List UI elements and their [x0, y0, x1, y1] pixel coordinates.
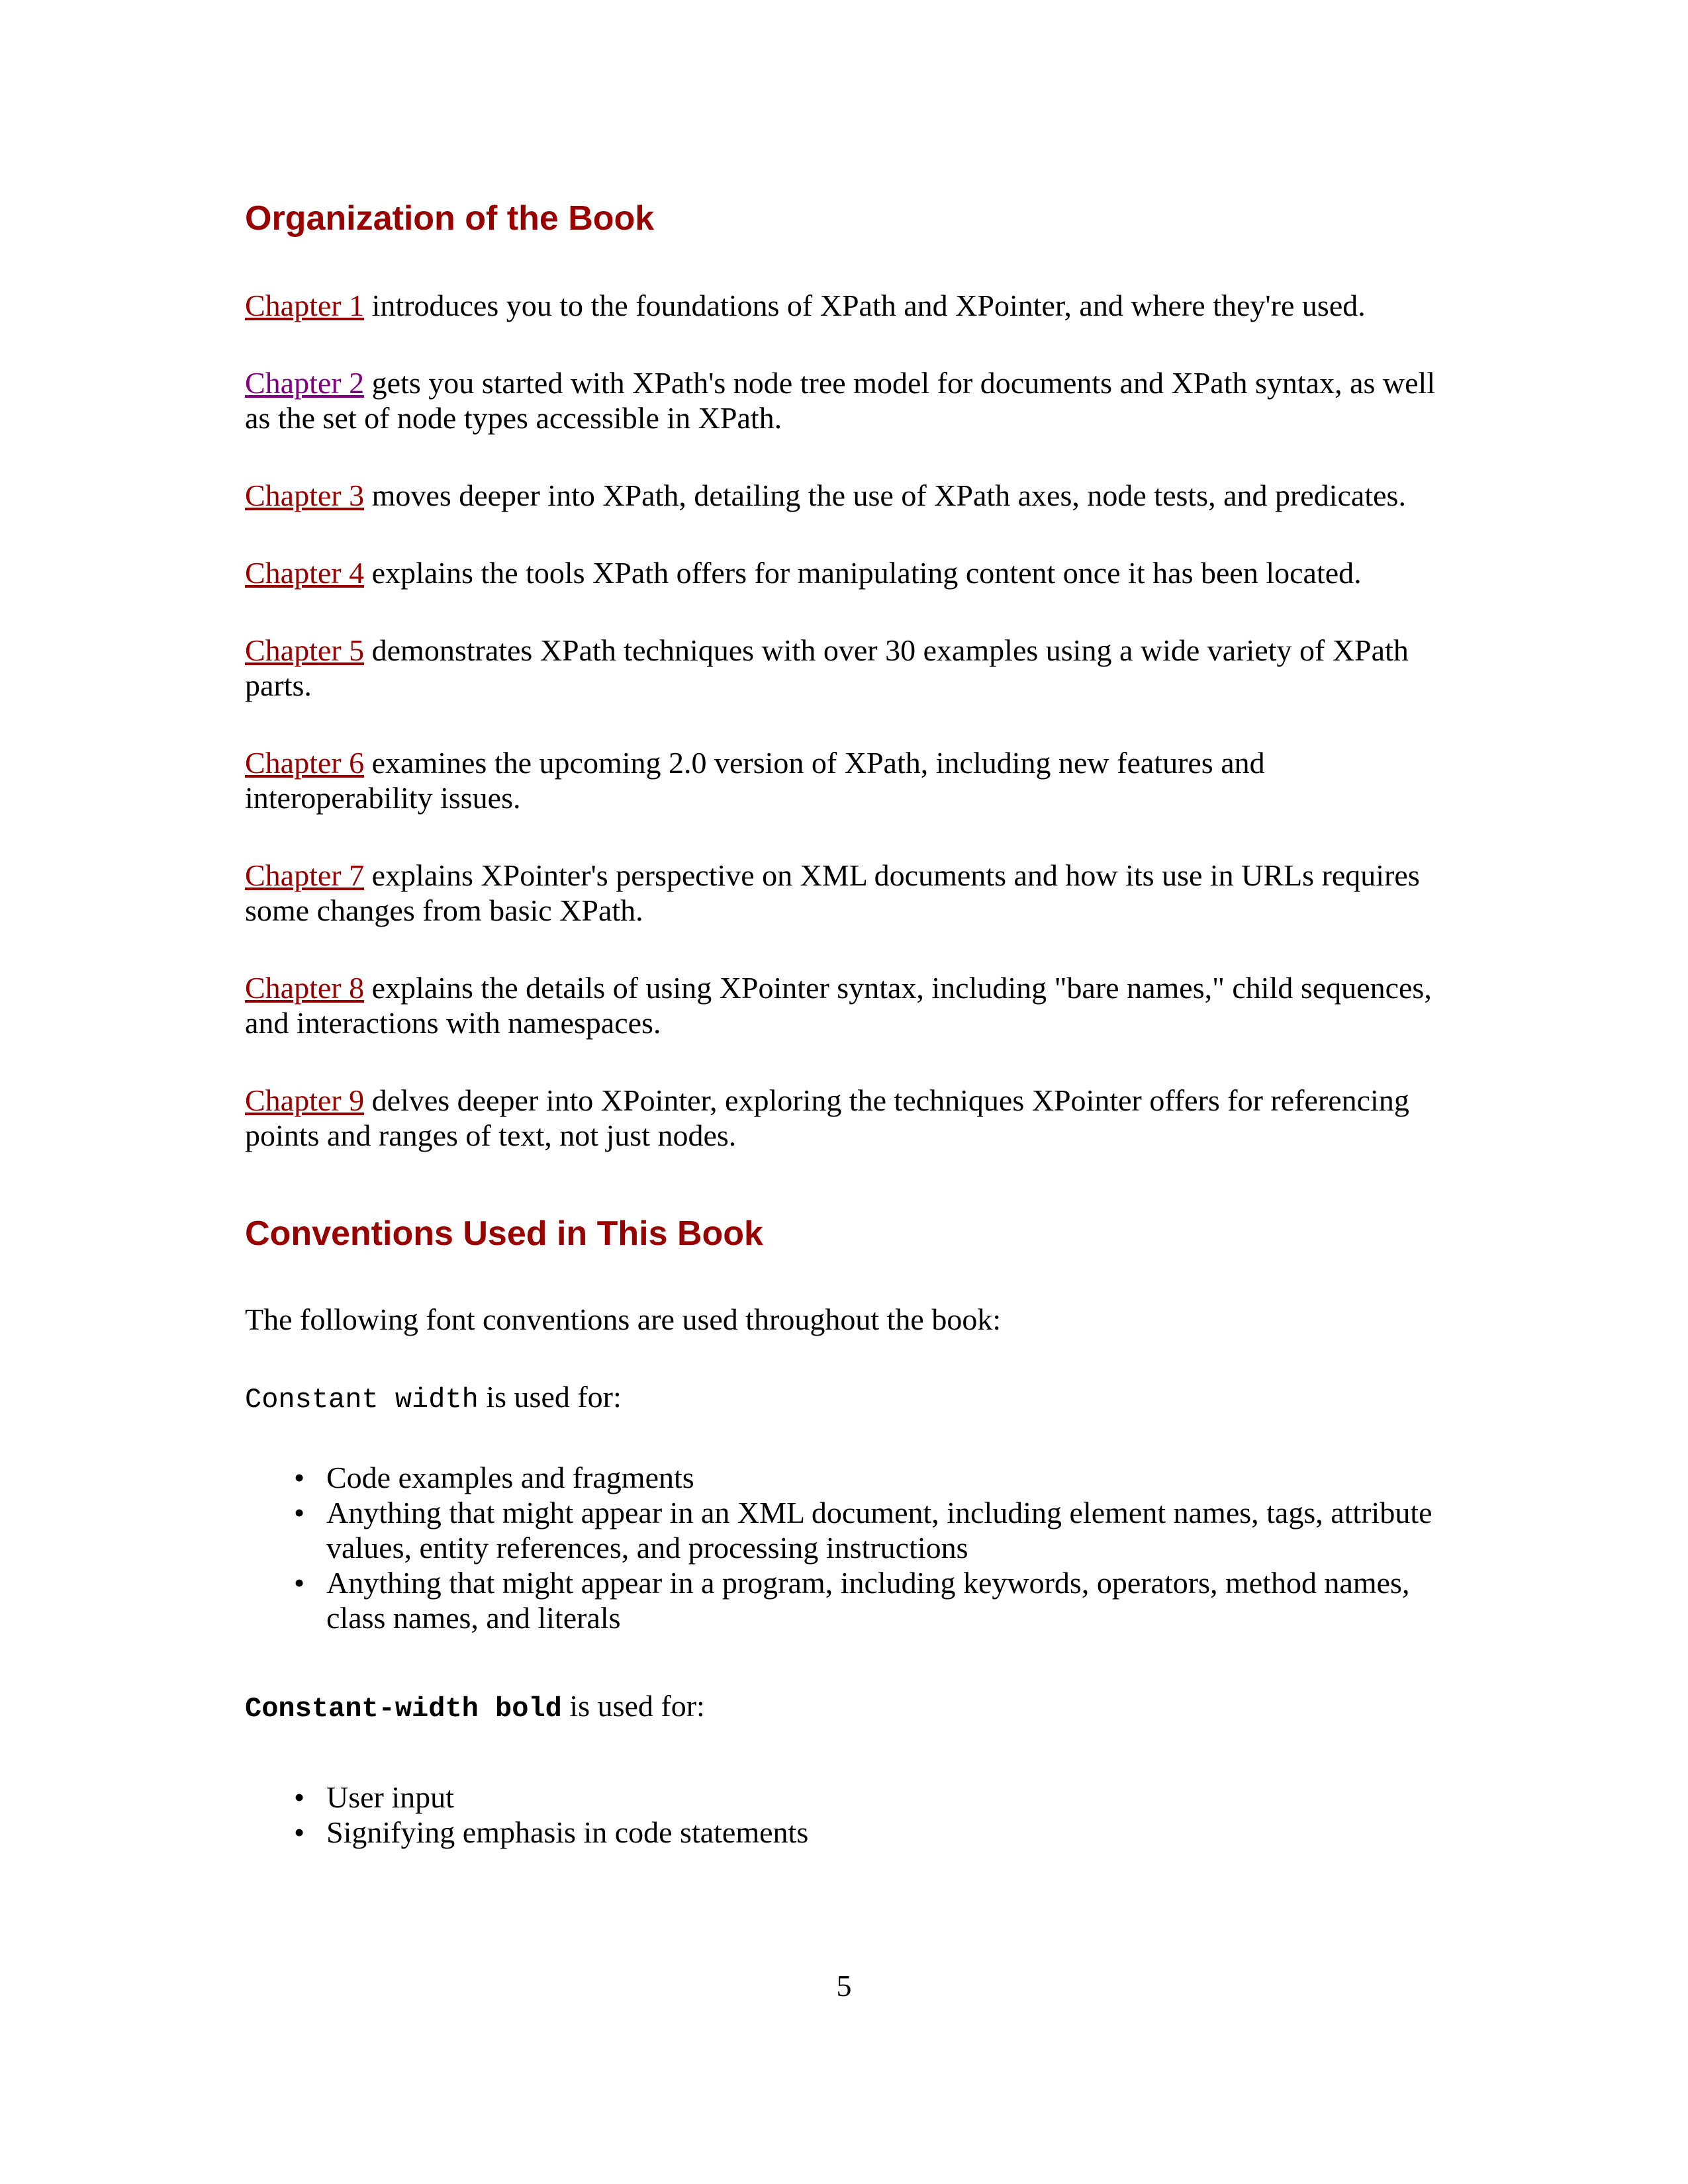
constant-width-paragraph: Constant width is used for: — [245, 1379, 1443, 1418]
chapter-9-description: delves deeper into XPointer, exploring t… — [245, 1083, 1409, 1152]
chapter-5-description: demonstrates XPath techniques with over … — [245, 633, 1409, 702]
constant-width-bold-list: User input Signifying emphasis in code s… — [245, 1780, 1443, 1850]
constant-width-suffix: is used for: — [478, 1380, 622, 1414]
chapter-2-paragraph: Chapter 2 gets you started with XPath's … — [245, 365, 1443, 435]
chapter-2-link[interactable]: Chapter 2 — [245, 366, 365, 400]
conventions-heading: Conventions Used in This Book — [245, 1214, 763, 1253]
constant-width-bold-paragraph: Constant-width bold is used for: — [245, 1688, 1443, 1727]
chapter-2-description: gets you started with XPath's node tree … — [245, 366, 1436, 435]
chapter-5-link[interactable]: Chapter 5 — [245, 633, 365, 667]
chapter-4-description: explains the tools XPath offers for mani… — [364, 556, 1362, 590]
list-item: Anything that might appear in an XML doc… — [294, 1495, 1443, 1565]
chapter-6-link[interactable]: Chapter 6 — [245, 746, 365, 780]
constant-width-bold-suffix: is used for: — [561, 1689, 705, 1723]
list-item: Signifying emphasis in code statements — [294, 1815, 1443, 1850]
page-number: 5 — [836, 1969, 852, 2003]
constant-width-list: Code examples and fragments Anything tha… — [245, 1460, 1443, 1635]
chapter-8-paragraph: Chapter 8 explains the details of using … — [245, 970, 1443, 1040]
chapter-9-paragraph: Chapter 9 delves deeper into XPointer, e… — [245, 1083, 1443, 1153]
conventions-intro: The following font conventions are used … — [245, 1302, 1002, 1336]
chapter-7-link[interactable]: Chapter 7 — [245, 858, 365, 892]
list-item: Anything that might appear in a program,… — [294, 1565, 1443, 1635]
chapter-1-paragraph: Chapter 1 introduces you to the foundati… — [245, 288, 1443, 323]
constant-width-term: Constant width — [245, 1384, 479, 1416]
chapter-6-description: examines the upcoming 2.0 version of XPa… — [245, 746, 1265, 815]
chapter-8-description: explains the details of using XPointer s… — [245, 971, 1432, 1040]
list-item: Code examples and fragments — [294, 1460, 1443, 1495]
chapter-3-link[interactable]: Chapter 3 — [245, 478, 365, 512]
chapter-3-description: moves deeper into XPath, detailing the u… — [364, 478, 1406, 512]
organization-heading: Organization of the Book — [245, 199, 655, 238]
chapter-1-link[interactable]: Chapter 1 — [245, 289, 365, 322]
chapter-7-paragraph: Chapter 7 explains XPointer's perspectiv… — [245, 858, 1443, 928]
chapter-1-description: introduces you to the foundations of XPa… — [364, 289, 1366, 322]
chapter-4-link[interactable]: Chapter 4 — [245, 556, 365, 590]
chapter-3-paragraph: Chapter 3 moves deeper into XPath, detai… — [245, 478, 1443, 513]
chapter-5-paragraph: Chapter 5 demonstrates XPath techniques … — [245, 633, 1443, 703]
constant-width-bold-term: Constant-width bold — [245, 1693, 562, 1725]
chapter-9-link[interactable]: Chapter 9 — [245, 1083, 365, 1117]
list-item: User input — [294, 1780, 1443, 1815]
chapter-4-paragraph: Chapter 4 explains the tools XPath offer… — [245, 555, 1443, 590]
chapter-7-description: explains XPointer's perspective on XML d… — [245, 858, 1420, 927]
chapter-6-paragraph: Chapter 6 examines the upcoming 2.0 vers… — [245, 745, 1443, 815]
chapter-8-link[interactable]: Chapter 8 — [245, 971, 365, 1005]
